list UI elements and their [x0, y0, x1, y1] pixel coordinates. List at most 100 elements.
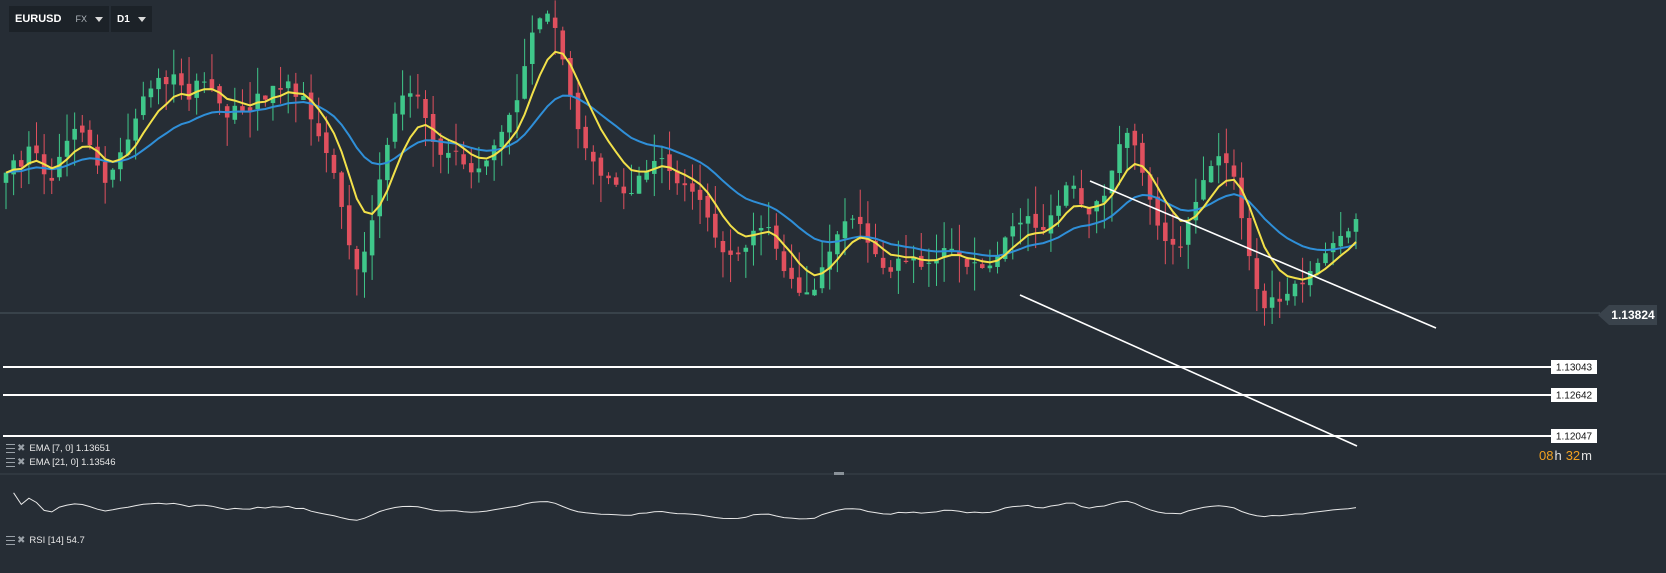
candle-body: [1277, 298, 1283, 302]
candle-body: [430, 113, 436, 142]
candle-body: [598, 157, 604, 176]
candle-body: [49, 177, 55, 181]
candle-body: [1239, 177, 1244, 219]
candle-body: [240, 106, 245, 111]
candle-body: [1193, 201, 1199, 221]
candle-body: [781, 251, 787, 272]
candle-body: [1048, 215, 1054, 234]
settings-icon[interactable]: [6, 536, 15, 545]
svg-text:1.13824: 1.13824: [1611, 308, 1655, 322]
trendline-lower: [1019, 294, 1358, 447]
candle-body: [415, 94, 421, 97]
trendline-upper: [1089, 180, 1437, 329]
candle-body: [713, 213, 718, 238]
settings-icon[interactable]: [6, 444, 15, 453]
candle-body: [1346, 231, 1351, 238]
candle-body: [354, 249, 360, 270]
candle-body: [18, 160, 24, 167]
candle-body: [491, 145, 497, 161]
chevron-down-icon: [137, 16, 146, 22]
candle-body: [1231, 165, 1237, 177]
current-price-tag: 1.13824: [1598, 305, 1657, 325]
candle-body: [1117, 144, 1122, 174]
candle-body: [1025, 216, 1031, 224]
candle-body: [11, 160, 16, 175]
candle-body: [1262, 290, 1267, 309]
candle-body: [1208, 166, 1214, 183]
candle-countdown: 08h 32m: [1539, 448, 1596, 463]
ema7-legend: ✖ EMA [7, 0] 1.13651: [6, 443, 110, 454]
candle-body: [1315, 262, 1321, 275]
candle-body: [1300, 282, 1305, 285]
candle-body: [751, 230, 756, 246]
candle-body: [606, 175, 611, 179]
close-icon[interactable]: ✖: [17, 456, 26, 468]
candle-body: [331, 154, 337, 173]
candle-body: [438, 138, 444, 155]
symbol-selector[interactable]: EURUSD FX: [9, 6, 109, 32]
level-label-3: 1.12047: [1551, 429, 1597, 443]
candle-body: [3, 172, 9, 183]
candle-body: [232, 105, 238, 120]
candle-body: [453, 150, 459, 152]
candle-body: [1254, 258, 1260, 290]
candle-body: [95, 146, 100, 166]
rsi-line: [13, 492, 1357, 521]
candles-layer: [3, 0, 1359, 326]
candle-body: [575, 92, 581, 130]
candle-body: [743, 247, 749, 252]
candle-body: [957, 251, 962, 256]
candle-body: [705, 195, 710, 218]
rsi-legend: ✖ RSI [14] 54.7: [6, 535, 85, 546]
candle-body: [263, 95, 268, 100]
candle-body: [636, 175, 642, 194]
chart-toolbar: EURUSD FX D1: [9, 6, 152, 32]
timer-minutes: 32: [1565, 448, 1581, 463]
market-label: FX: [75, 14, 87, 24]
timeframe-label: D1: [116, 13, 130, 25]
candle-body: [568, 57, 573, 97]
candle-body: [1124, 132, 1130, 148]
candle-body: [1109, 170, 1115, 194]
candle-body: [1010, 226, 1016, 237]
candle-body: [102, 161, 108, 183]
timer-hours-unit: h: [1554, 448, 1562, 463]
candle-body: [392, 113, 398, 142]
candle-body: [735, 252, 741, 255]
candle-body: [1353, 219, 1359, 232]
candle-body: [842, 221, 848, 239]
candle-body: [125, 139, 131, 155]
candle-body: [1063, 185, 1069, 206]
ema7-legend-text: EMA [7, 0] 1.13651: [29, 443, 111, 454]
settings-icon[interactable]: [6, 458, 15, 467]
candle-body: [911, 257, 916, 261]
candle-body: [812, 289, 817, 296]
ema21-line: [5, 94, 1357, 257]
candle-body: [362, 251, 367, 273]
candle-body: [979, 264, 985, 268]
candle-body: [1170, 238, 1176, 245]
timeframe-selector[interactable]: D1: [110, 6, 152, 32]
candle-body: [141, 96, 146, 116]
candle-body: [369, 220, 375, 256]
candle-body: [1285, 293, 1290, 301]
svg-text:1.12047: 1.12047: [1556, 432, 1593, 443]
candle-body: [407, 93, 413, 97]
candle-body: [1201, 180, 1206, 200]
candle-body: [796, 277, 802, 293]
candle-body: [1140, 142, 1145, 173]
svg-text:1.13043: 1.13043: [1556, 363, 1593, 374]
pane-resize-handle: [834, 472, 844, 475]
candle-body: [850, 218, 855, 220]
candle-body: [644, 171, 649, 180]
candle-body: [1002, 237, 1008, 260]
candle-body: [690, 183, 695, 192]
candle-body: [1018, 222, 1023, 225]
close-icon[interactable]: ✖: [17, 534, 26, 546]
candle-body: [156, 77, 161, 90]
candle-body: [194, 80, 199, 98]
close-icon[interactable]: ✖: [17, 442, 26, 454]
candle-body: [377, 179, 383, 217]
level-label-2: 1.12642: [1551, 388, 1597, 402]
